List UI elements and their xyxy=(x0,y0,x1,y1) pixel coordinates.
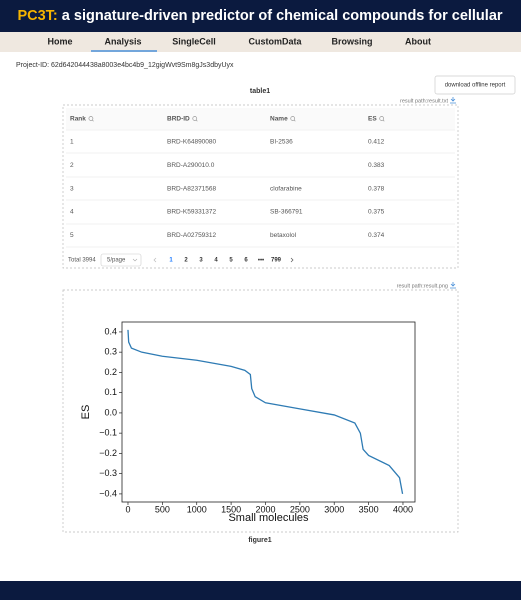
download-icon[interactable] xyxy=(450,97,456,104)
y-axis-label: ES xyxy=(80,405,92,420)
column-header: Rank xyxy=(70,116,86,123)
page-number[interactable]: 5 xyxy=(229,258,233,264)
table-cell: 0.378 xyxy=(368,185,385,192)
x-tick-label: 2000 xyxy=(255,504,275,514)
project-id: Project-ID: 62d642044438a8003e4bc4b9_12g… xyxy=(16,62,234,69)
page-number[interactable]: 3 xyxy=(199,258,203,264)
table-head xyxy=(66,108,455,130)
nav-bar xyxy=(0,32,521,52)
result-path[interactable]: result path:result.png xyxy=(397,283,448,289)
x-tick-label: 2500 xyxy=(290,504,310,514)
search-icon-handle xyxy=(195,119,198,122)
nav-item[interactable]: CustomData xyxy=(248,36,302,46)
figure-frame xyxy=(62,289,459,533)
x-axis-label: Small molecules xyxy=(228,512,309,524)
page-number[interactable]: 1 xyxy=(169,258,173,264)
y-tick-label: 0.2 xyxy=(104,367,117,377)
search-icon-handle xyxy=(92,119,94,122)
table-cell: 0.383 xyxy=(368,162,385,169)
download-button-label[interactable]: download offline report xyxy=(445,83,506,89)
search-icon-handle xyxy=(293,119,296,122)
total-count: Total 3994 xyxy=(68,258,96,264)
table-cell: clofarabine xyxy=(270,185,302,192)
table-cell: 0.412 xyxy=(368,139,385,146)
x-tick-label: 1000 xyxy=(187,504,207,514)
page-number[interactable]: 2 xyxy=(184,258,188,264)
search-icon-handle xyxy=(382,119,385,122)
table-cell: 4 xyxy=(70,209,74,216)
table-cell: BRD-A82371568 xyxy=(167,185,217,192)
title-prefix: PC3T: xyxy=(17,8,57,24)
y-tick-label: −0.4 xyxy=(99,488,117,498)
table-cell: SB-366791 xyxy=(270,209,303,216)
table-frame xyxy=(62,104,459,269)
y-tick-label: 0.4 xyxy=(104,326,117,336)
nav-item[interactable]: Home xyxy=(47,36,72,46)
y-tick-label: −0.2 xyxy=(99,448,117,458)
line-series xyxy=(127,329,404,495)
table-caption: table1 xyxy=(250,88,270,95)
x-tick-label: 0 xyxy=(125,504,130,514)
download-button[interactable] xyxy=(434,75,516,95)
table-cell: 5 xyxy=(70,232,74,239)
table-cell: 0.374 xyxy=(368,232,385,239)
page-size[interactable]: 5/page xyxy=(107,258,126,264)
table-cell: betaxolol xyxy=(270,232,297,239)
nav-item[interactable]: Browsing xyxy=(331,36,372,46)
x-tick-label: 3000 xyxy=(324,504,344,514)
y-tick-label: 0.1 xyxy=(104,387,117,397)
prev-page[interactable] xyxy=(153,257,157,263)
table-cell: 3 xyxy=(70,185,74,192)
table-cell: 1 xyxy=(70,139,74,146)
table-cell: 0.375 xyxy=(368,209,385,216)
result-path[interactable]: result path:result.txt xyxy=(400,98,448,104)
site-title: PC3T: a signature-driven predictor of ch… xyxy=(17,8,502,24)
table-cell: BI-2536 xyxy=(270,139,293,146)
page-number[interactable]: ••• xyxy=(258,258,264,264)
column-header: ES xyxy=(368,116,377,123)
table-cell: BRD-K64890080 xyxy=(167,139,217,146)
footer-bar xyxy=(0,581,521,600)
x-tick-label: 500 xyxy=(155,504,170,514)
x-tick-label: 1500 xyxy=(221,504,241,514)
table-cell: 2 xyxy=(70,162,74,169)
search-icon[interactable] xyxy=(379,116,385,121)
table-cell: BRD-K59331372 xyxy=(167,209,217,216)
page-number[interactable]: 4 xyxy=(214,258,218,264)
nav-item[interactable]: SingleCell xyxy=(172,36,216,46)
search-icon[interactable] xyxy=(290,116,296,121)
table-cell: BRD-A290010.0 xyxy=(167,162,215,169)
y-tick-label: −0.3 xyxy=(99,468,117,478)
y-tick-label: −0.1 xyxy=(99,428,117,438)
x-tick-label: 3500 xyxy=(359,504,379,514)
x-tick-label: 4000 xyxy=(393,504,413,514)
figure-caption: figure1 xyxy=(248,537,271,544)
nav-item[interactable]: Analysis xyxy=(104,36,141,46)
y-tick-label: 0.0 xyxy=(104,407,117,417)
table-cell: BRD-A02759312 xyxy=(167,232,217,239)
title-text: a signature-driven predictor of chemical… xyxy=(58,8,503,24)
download-icon[interactable] xyxy=(450,282,456,289)
page-number[interactable]: 799 xyxy=(271,258,282,264)
select-caret xyxy=(132,258,138,262)
search-icon[interactable] xyxy=(192,116,198,121)
search-icon[interactable] xyxy=(88,116,94,121)
page-size-select[interactable] xyxy=(100,253,142,267)
nav-item[interactable]: About xyxy=(405,36,431,46)
next-page[interactable] xyxy=(290,257,294,263)
column-header: BRD-ID xyxy=(167,116,190,123)
page-number[interactable]: 6 xyxy=(244,258,248,264)
header-bar xyxy=(0,0,521,32)
y-tick-label: 0.3 xyxy=(104,347,117,357)
column-header: Name xyxy=(270,116,288,123)
plot-frame xyxy=(121,321,416,503)
